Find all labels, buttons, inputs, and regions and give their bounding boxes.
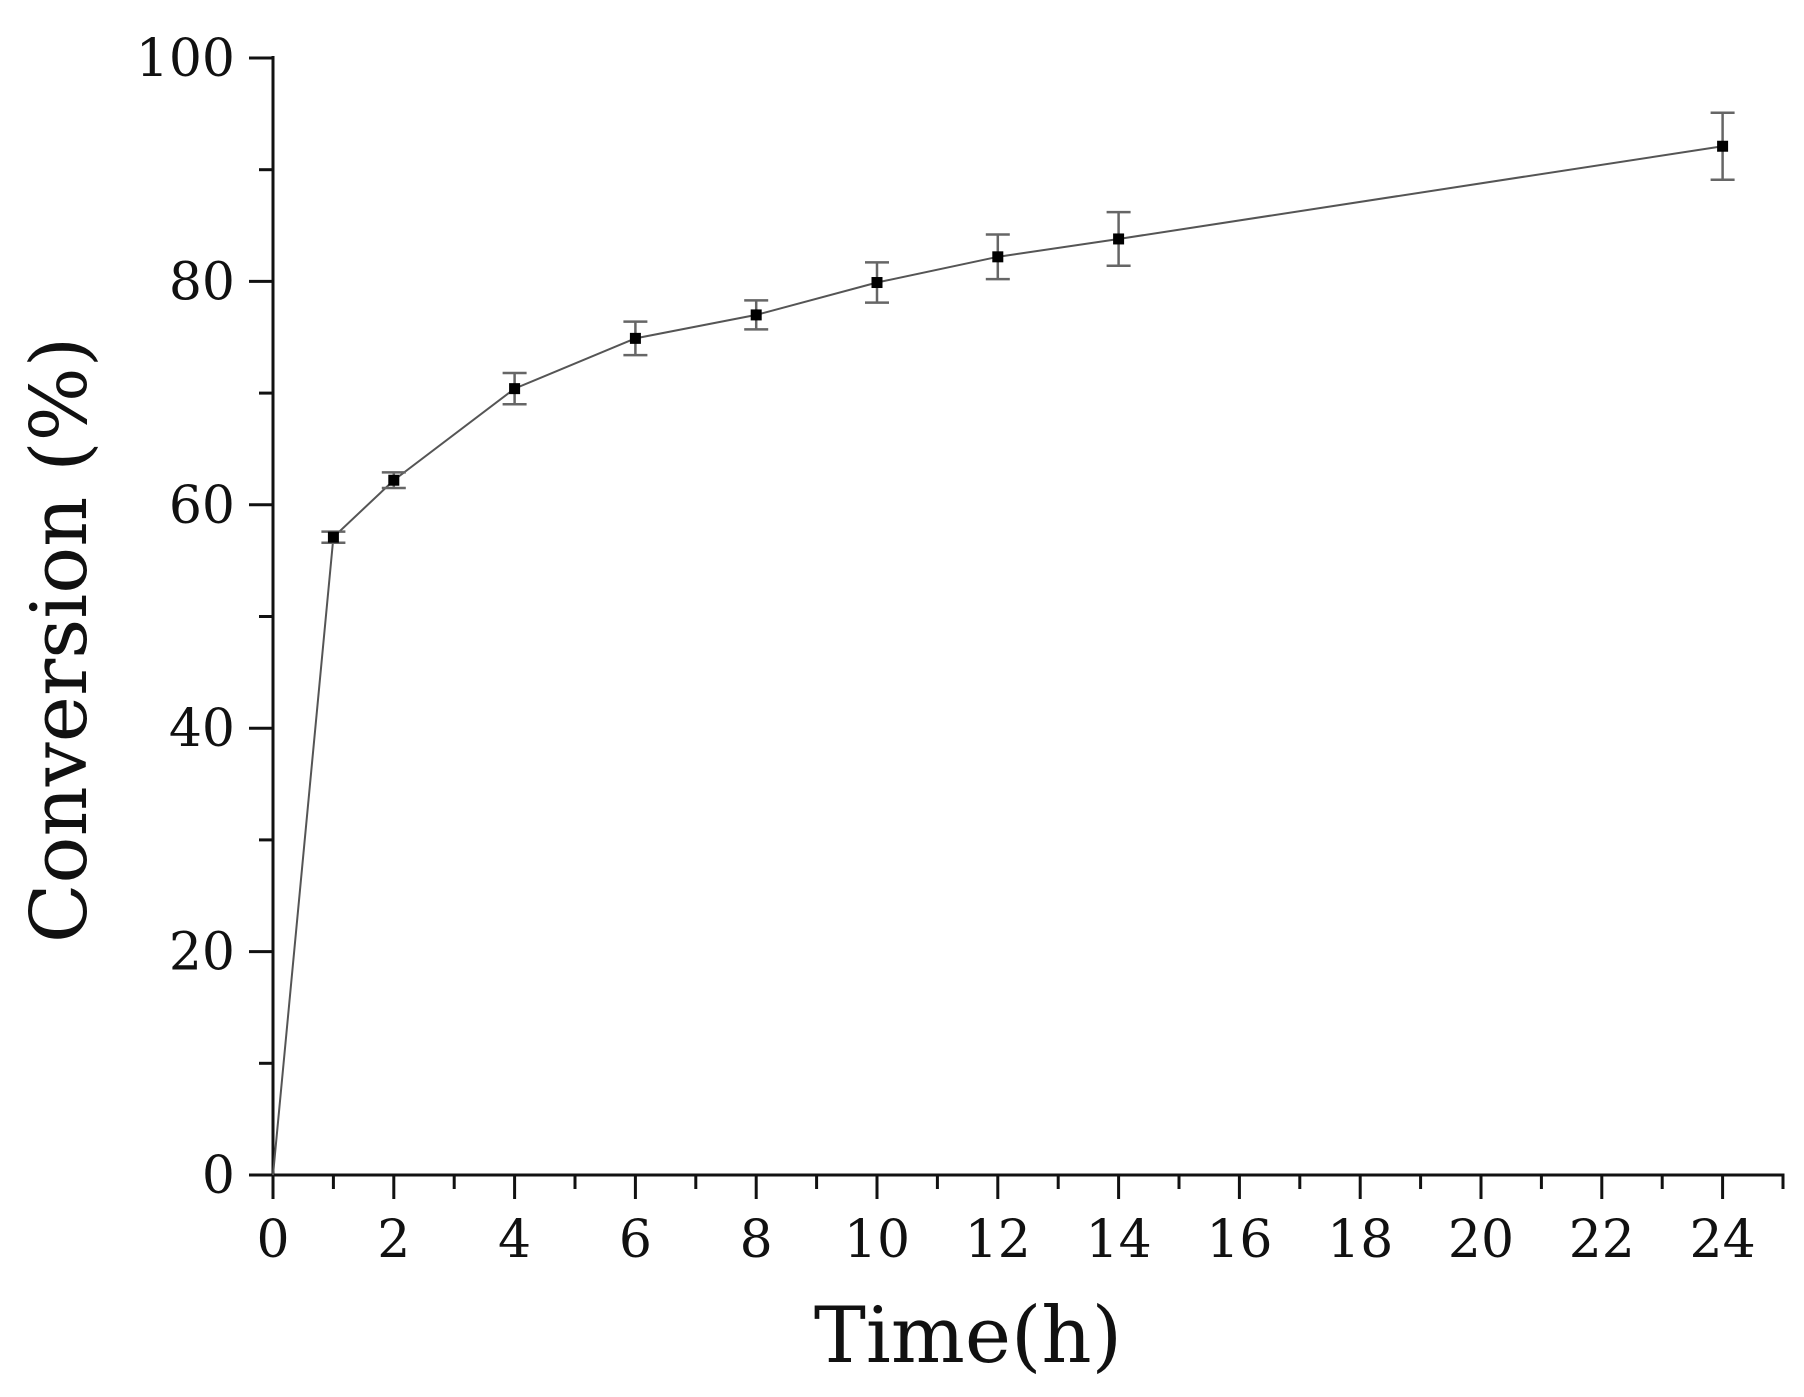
y-tick-label: 100: [136, 29, 235, 89]
y-axis: 0 20 40 60 80 100: [136, 29, 275, 1206]
data-point-marker: [992, 251, 1004, 263]
data-point-marker: [509, 383, 521, 395]
x-axis: 0 2 4 6 8 10 12 14 16 18 20 22 24: [256, 1173, 1785, 1270]
data-point-marker: [1717, 140, 1729, 152]
x-tick-label: 20: [1448, 1210, 1514, 1270]
x-tick-label: 4: [498, 1210, 531, 1270]
y-tick-label: 60: [169, 476, 235, 536]
x-tick-label: 22: [1569, 1210, 1635, 1270]
x-axis-title: Time(h): [814, 1291, 1122, 1381]
x-tick-label: 8: [740, 1210, 773, 1270]
data-point-marker: [871, 277, 883, 289]
data-series: [272, 111, 1735, 1176]
data-point-marker: [327, 531, 339, 543]
x-tick-label: 18: [1327, 1210, 1393, 1270]
x-tick-label: 24: [1690, 1210, 1756, 1270]
x-tick-label: 16: [1206, 1210, 1272, 1270]
series-line: [272, 145, 1723, 1176]
x-tick-label: 10: [844, 1210, 910, 1270]
y-axis-title: Conversion (%): [15, 337, 105, 943]
x-tick-label: 0: [256, 1210, 289, 1270]
x-tick-label: 2: [377, 1210, 410, 1270]
x-tick-label: 14: [1086, 1210, 1152, 1270]
y-tick-label: 0: [202, 1146, 235, 1206]
x-tick-label: 6: [619, 1210, 652, 1270]
data-point-marker: [750, 309, 762, 321]
data-point-marker: [388, 474, 400, 486]
y-tick-label: 20: [169, 923, 235, 983]
y-tick-label: 80: [169, 252, 235, 312]
x-tick-label: 12: [965, 1210, 1031, 1270]
data-point-marker: [629, 332, 641, 344]
y-tick-label: 40: [169, 699, 235, 759]
data-point-marker: [1113, 233, 1125, 245]
